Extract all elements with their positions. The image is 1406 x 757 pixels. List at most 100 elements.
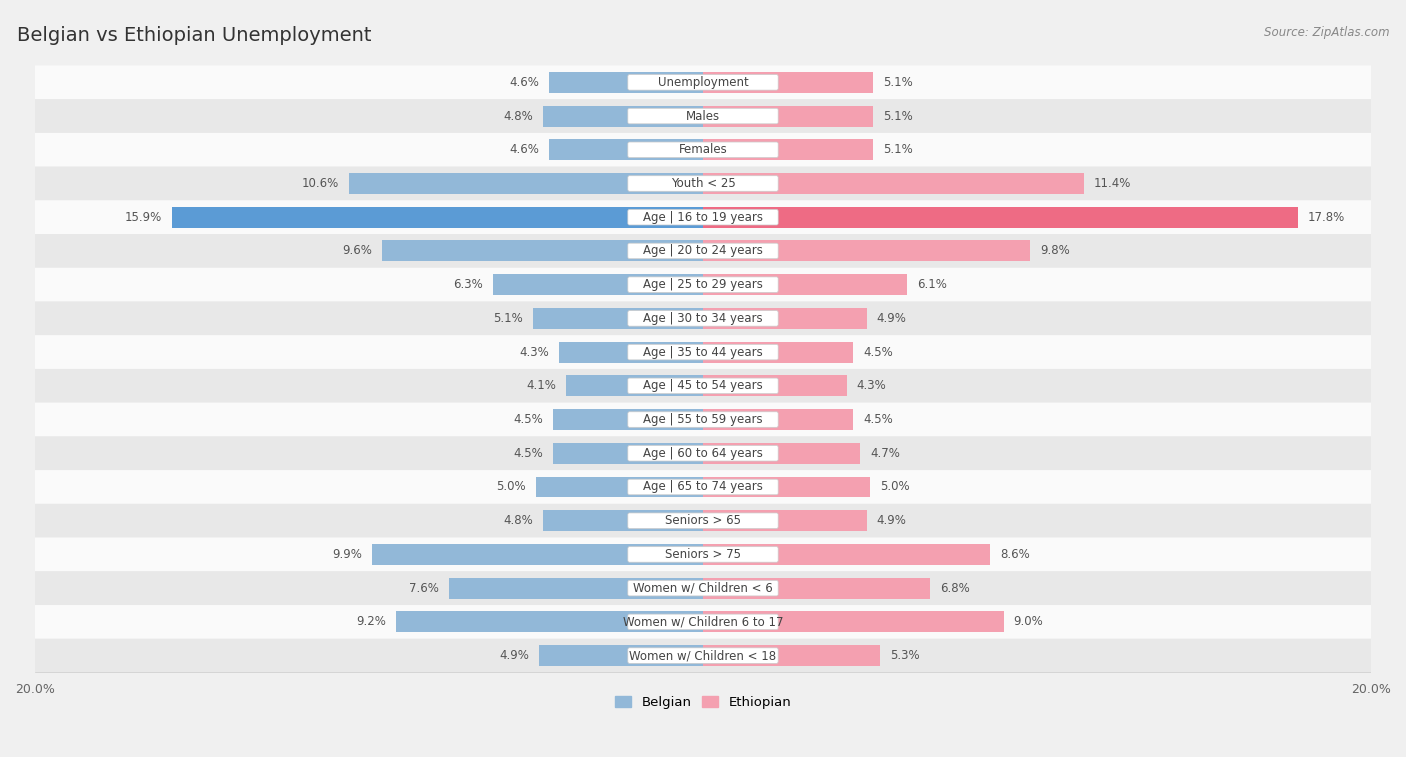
Text: 5.1%: 5.1% [883, 143, 912, 156]
Bar [703, 106, 873, 126]
FancyBboxPatch shape [628, 446, 778, 461]
FancyBboxPatch shape [35, 537, 1371, 572]
Bar [395, 612, 703, 632]
Bar [703, 477, 870, 497]
Text: 5.3%: 5.3% [890, 649, 920, 662]
FancyBboxPatch shape [628, 142, 778, 157]
Bar [543, 106, 703, 126]
FancyBboxPatch shape [35, 369, 1371, 403]
Text: 11.4%: 11.4% [1094, 177, 1132, 190]
FancyBboxPatch shape [628, 310, 778, 326]
Bar [703, 139, 873, 160]
Bar [492, 274, 703, 295]
Bar [536, 477, 703, 497]
Text: 4.9%: 4.9% [877, 514, 907, 527]
Bar [703, 578, 931, 599]
FancyBboxPatch shape [35, 167, 1371, 201]
Text: Age | 60 to 64 years: Age | 60 to 64 years [643, 447, 763, 459]
FancyBboxPatch shape [35, 301, 1371, 335]
FancyBboxPatch shape [628, 344, 778, 360]
Text: 4.6%: 4.6% [509, 143, 540, 156]
Text: 17.8%: 17.8% [1308, 210, 1346, 224]
FancyBboxPatch shape [628, 513, 778, 528]
FancyBboxPatch shape [35, 335, 1371, 369]
Text: 4.1%: 4.1% [526, 379, 555, 392]
FancyBboxPatch shape [628, 243, 778, 259]
FancyBboxPatch shape [35, 268, 1371, 301]
Bar [567, 375, 703, 396]
Bar [550, 139, 703, 160]
FancyBboxPatch shape [628, 547, 778, 562]
FancyBboxPatch shape [628, 648, 778, 663]
Bar [560, 341, 703, 363]
FancyBboxPatch shape [35, 65, 1371, 99]
Bar [703, 72, 873, 93]
Text: 4.5%: 4.5% [513, 447, 543, 459]
Text: 9.8%: 9.8% [1040, 245, 1070, 257]
Bar [703, 341, 853, 363]
Text: Males: Males [686, 110, 720, 123]
Text: 5.1%: 5.1% [883, 110, 912, 123]
Bar [540, 645, 703, 666]
Bar [533, 308, 703, 329]
Bar [703, 274, 907, 295]
FancyBboxPatch shape [628, 75, 778, 90]
Text: 5.1%: 5.1% [883, 76, 912, 89]
FancyBboxPatch shape [35, 201, 1371, 234]
Text: Age | 20 to 24 years: Age | 20 to 24 years [643, 245, 763, 257]
Bar [550, 72, 703, 93]
Text: 9.2%: 9.2% [356, 615, 385, 628]
Text: 6.8%: 6.8% [941, 581, 970, 595]
Text: 8.6%: 8.6% [1000, 548, 1031, 561]
Text: 7.6%: 7.6% [409, 581, 439, 595]
Bar [703, 612, 1004, 632]
Text: Age | 65 to 74 years: Age | 65 to 74 years [643, 481, 763, 494]
Text: 9.6%: 9.6% [343, 245, 373, 257]
Text: Women w/ Children 6 to 17: Women w/ Children 6 to 17 [623, 615, 783, 628]
Text: Seniors > 65: Seniors > 65 [665, 514, 741, 527]
Text: Women w/ Children < 18: Women w/ Children < 18 [630, 649, 776, 662]
Text: 6.1%: 6.1% [917, 278, 946, 291]
Text: 4.8%: 4.8% [503, 514, 533, 527]
Bar [703, 409, 853, 430]
Text: Belgian vs Ethiopian Unemployment: Belgian vs Ethiopian Unemployment [17, 26, 371, 45]
Text: Age | 16 to 19 years: Age | 16 to 19 years [643, 210, 763, 224]
Text: 5.0%: 5.0% [880, 481, 910, 494]
Text: Age | 55 to 59 years: Age | 55 to 59 years [643, 413, 763, 426]
Bar [449, 578, 703, 599]
FancyBboxPatch shape [35, 572, 1371, 605]
Bar [553, 409, 703, 430]
Text: Age | 25 to 29 years: Age | 25 to 29 years [643, 278, 763, 291]
Text: Women w/ Children < 6: Women w/ Children < 6 [633, 581, 773, 595]
FancyBboxPatch shape [35, 234, 1371, 268]
Text: Youth < 25: Youth < 25 [671, 177, 735, 190]
Text: Unemployment: Unemployment [658, 76, 748, 89]
Bar [373, 544, 703, 565]
Text: 4.6%: 4.6% [509, 76, 540, 89]
Text: Age | 35 to 44 years: Age | 35 to 44 years [643, 346, 763, 359]
Bar [703, 443, 860, 464]
Text: 4.3%: 4.3% [856, 379, 886, 392]
Legend: Belgian, Ethiopian: Belgian, Ethiopian [610, 690, 796, 714]
Bar [553, 443, 703, 464]
Text: 6.3%: 6.3% [453, 278, 482, 291]
Text: Seniors > 75: Seniors > 75 [665, 548, 741, 561]
FancyBboxPatch shape [35, 133, 1371, 167]
FancyBboxPatch shape [35, 639, 1371, 672]
Bar [382, 241, 703, 261]
Text: 4.9%: 4.9% [877, 312, 907, 325]
Text: 4.5%: 4.5% [863, 346, 893, 359]
Bar [543, 510, 703, 531]
Bar [703, 544, 990, 565]
FancyBboxPatch shape [628, 176, 778, 192]
Bar [172, 207, 703, 228]
FancyBboxPatch shape [628, 210, 778, 225]
FancyBboxPatch shape [628, 108, 778, 124]
FancyBboxPatch shape [35, 470, 1371, 504]
Text: 4.3%: 4.3% [520, 346, 550, 359]
Text: Age | 45 to 54 years: Age | 45 to 54 years [643, 379, 763, 392]
Bar [703, 207, 1298, 228]
Text: 9.0%: 9.0% [1014, 615, 1043, 628]
Text: 4.5%: 4.5% [863, 413, 893, 426]
Text: 4.7%: 4.7% [870, 447, 900, 459]
